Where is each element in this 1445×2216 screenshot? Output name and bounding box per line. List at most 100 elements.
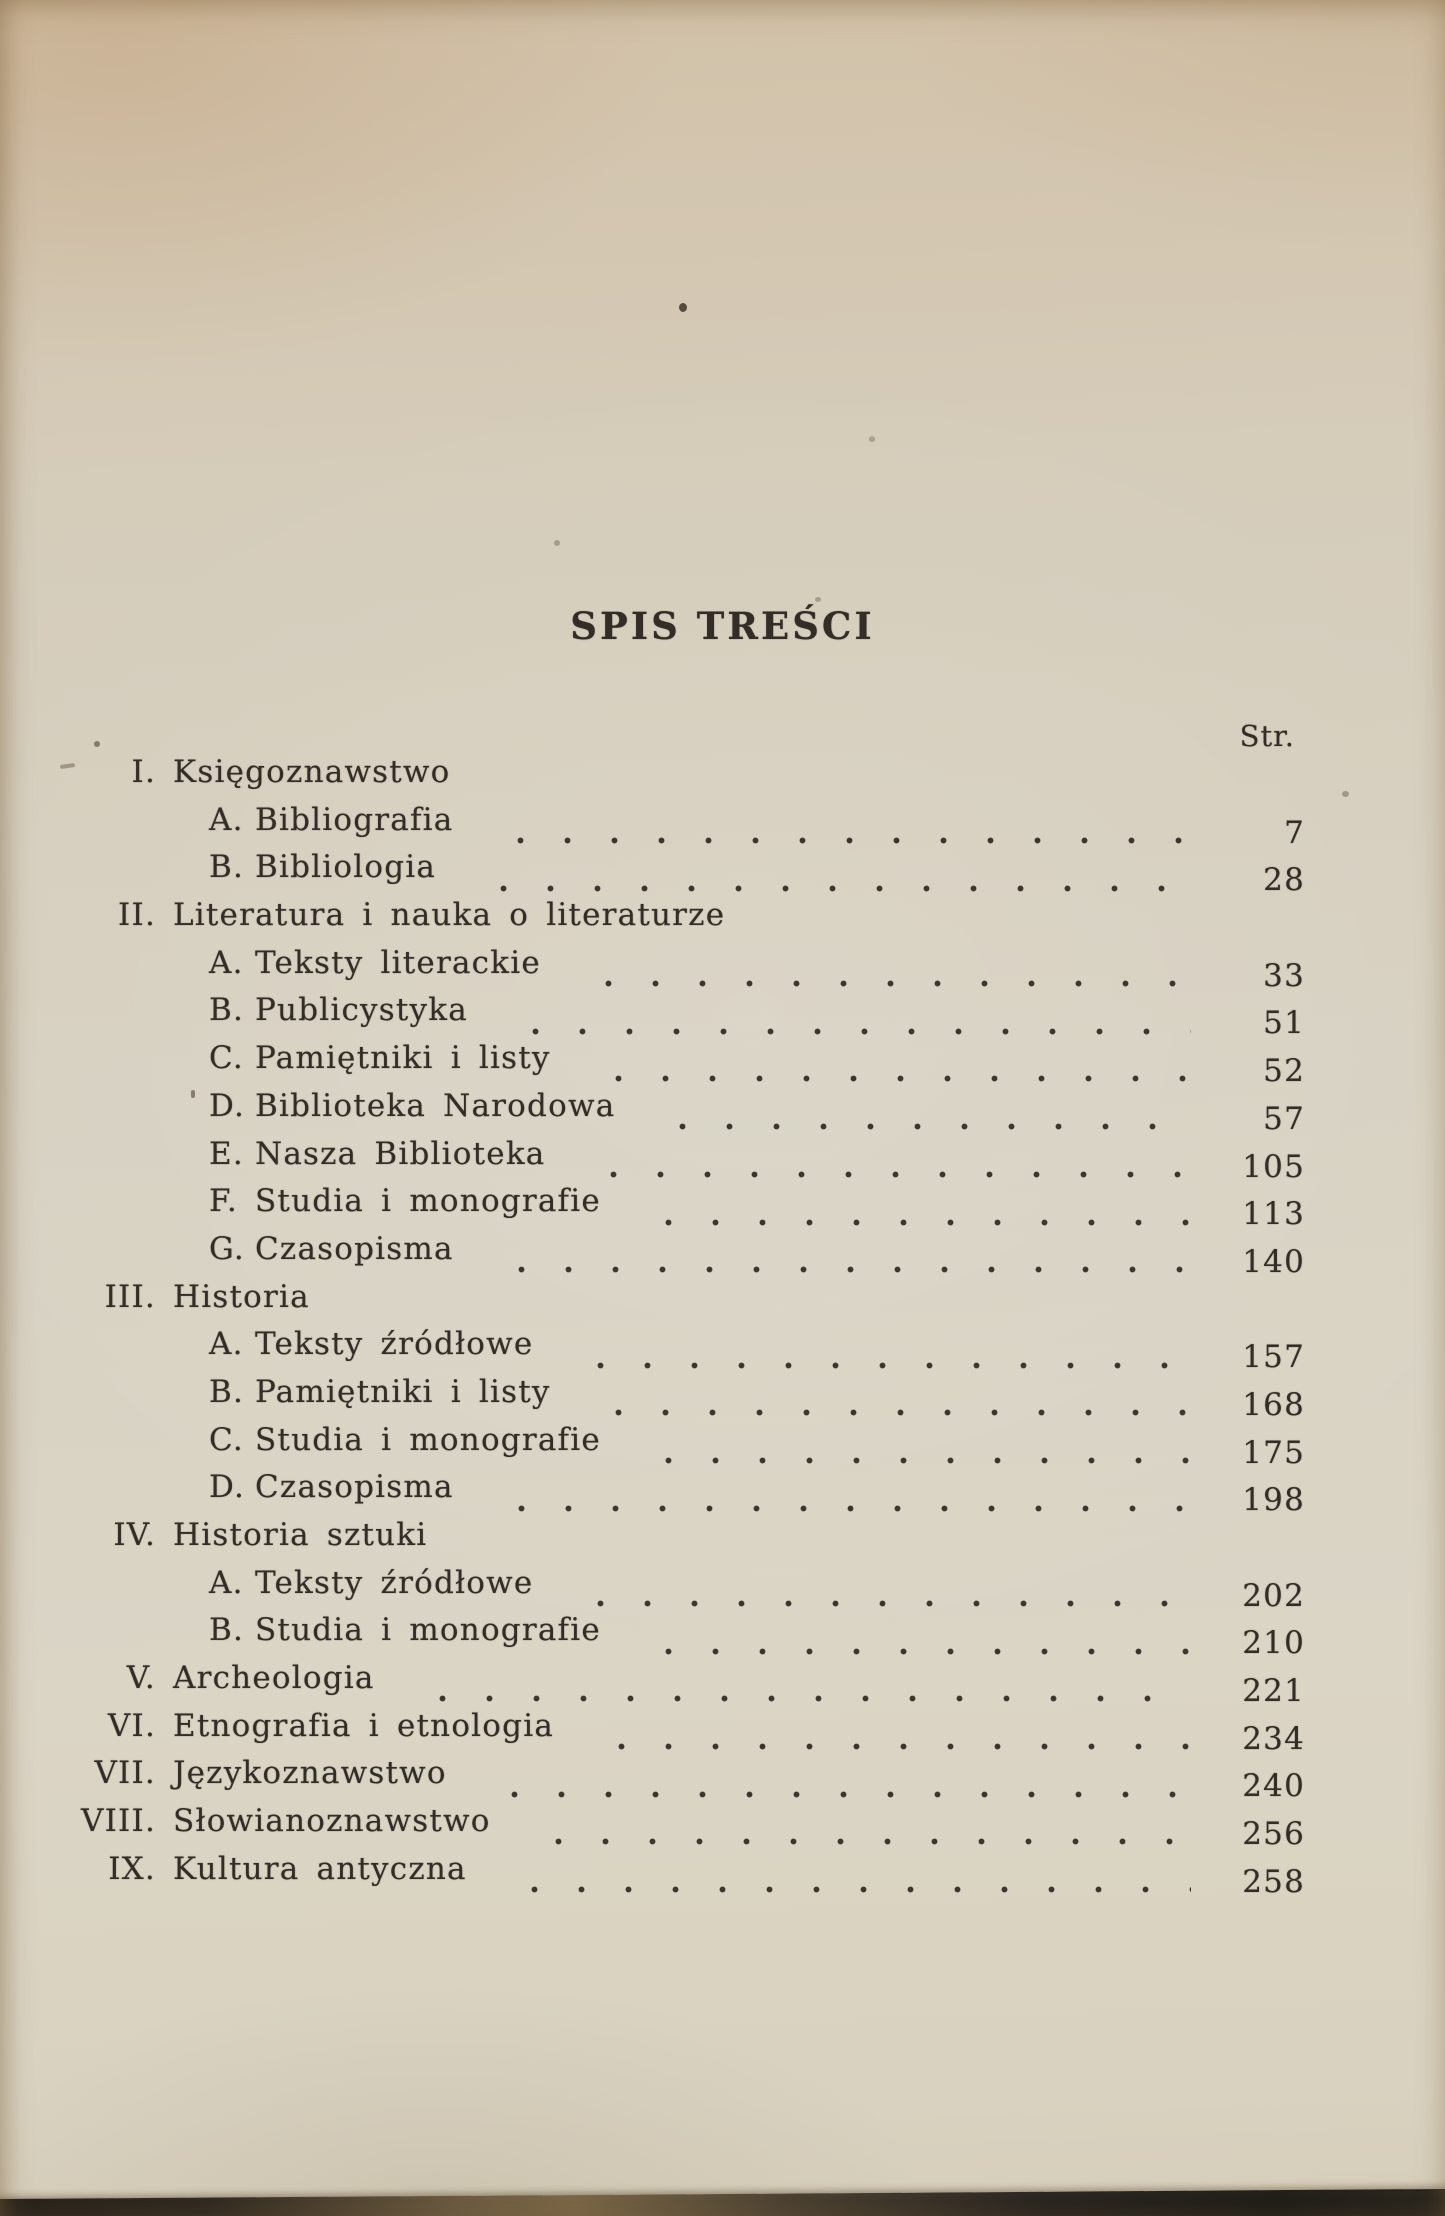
dot-leader <box>577 1599 1191 1608</box>
dot-leader <box>497 1504 1191 1513</box>
dot-leader <box>577 1361 1191 1370</box>
toc-roman-numeral: II. <box>118 897 156 934</box>
dot-leader <box>511 1027 1191 1036</box>
dot-leader <box>490 1790 1191 1799</box>
toc-letter: B. <box>209 1373 245 1410</box>
toc-letter: B. <box>209 849 245 886</box>
toc-page-number: 240 <box>1242 1768 1305 1805</box>
toc-page-number: 157 <box>1242 1339 1305 1376</box>
toc-row: I. Księgoznawstwo <box>0 754 1305 802</box>
dot-leader <box>510 1885 1191 1894</box>
toc-row: D. Czasopisma 198 <box>0 1469 1305 1519</box>
dot-leader <box>644 1218 1191 1227</box>
toc-label: Studia i monografie <box>255 1421 601 1458</box>
toc-roman-numeral: VII. <box>94 1755 156 1792</box>
toc-row: C. Studia i monografie 175 <box>0 1421 1305 1471</box>
toc-letter: C. <box>209 1040 244 1077</box>
toc-letter: B. <box>209 1612 245 1649</box>
ink-speck <box>815 597 821 602</box>
toc-page-number: 113 <box>1242 1196 1305 1233</box>
toc-row: III. Historia <box>0 1279 1305 1327</box>
dot-leader <box>418 1694 1191 1703</box>
dot-leader <box>497 1265 1191 1274</box>
toc-label: Słowianoznawstwo <box>173 1803 491 1840</box>
toc-row: D. Biblioteka Narodowa 57 <box>0 1087 1305 1137</box>
toc-label: Literatura i nauka o literaturze <box>173 897 726 934</box>
toc-letter: A. <box>209 1564 244 1601</box>
toc-row: B. Bibliologia 28 <box>0 849 1305 899</box>
toc-page-number: 258 <box>1242 1863 1305 1900</box>
toc-row: B. Publicystyka 51 <box>0 992 1305 1042</box>
ink-speck <box>1342 791 1349 797</box>
toc-row: VII. Językoznawstwo 240 <box>0 1755 1305 1805</box>
toc-row: VI. Etnografia i etnologia 234 <box>0 1707 1305 1757</box>
toc-roman-numeral: III. <box>104 1278 156 1315</box>
toc-page-number: 175 <box>1242 1434 1305 1471</box>
toc-page-number: 33 <box>1263 957 1305 994</box>
toc-label: Czasopisma <box>255 1469 454 1506</box>
toc-letter: B. <box>209 992 245 1029</box>
toc-page-number: 105 <box>1242 1148 1305 1185</box>
toc-roman-numeral: VIII. <box>81 1803 156 1840</box>
toc-label: Bibliografia <box>255 801 454 838</box>
dot-leader <box>589 1170 1191 1179</box>
toc-label: Kultura antyczna <box>173 1850 467 1887</box>
page-bottom-scan-edge <box>0 2188 1445 2216</box>
toc-row: G. Czasopisma 140 <box>0 1231 1305 1280</box>
dot-leader <box>594 1074 1191 1083</box>
toc-page-number: 202 <box>1242 1577 1305 1614</box>
toc-page-number: 7 <box>1284 814 1305 851</box>
toc-letter: A. <box>209 801 244 838</box>
toc-row: E. Nasza Biblioteka 105 <box>0 1136 1305 1185</box>
toc-row: F. Studia i monografie 113 <box>0 1183 1305 1233</box>
toc-page-number: 210 <box>1242 1625 1305 1662</box>
dot-leader <box>594 1408 1191 1417</box>
toc-list: I. Księgoznawstwo A. Bibliografia 7 B. B… <box>0 754 1445 1900</box>
page-title: SPIS TREŚCI <box>570 604 875 648</box>
toc-page-number: 221 <box>1242 1673 1305 1710</box>
toc-label: Biblioteka Narodowa <box>255 1087 616 1124</box>
toc-page-number: 52 <box>1263 1053 1305 1090</box>
toc-letter: A. <box>209 944 244 981</box>
toc-page-number: 51 <box>1263 1005 1305 1042</box>
toc-letter: C. <box>209 1421 244 1458</box>
toc-label: Pamiętniki i listy <box>255 1040 551 1077</box>
toc-row: A. Teksty źródłowe 202 <box>0 1564 1305 1614</box>
toc-page-number: 140 <box>1242 1243 1305 1280</box>
toc-page-number: 28 <box>1263 862 1305 899</box>
toc-row: V. Archeologia 221 <box>0 1660 1305 1710</box>
toc-row: B. Studia i monografie 210 <box>0 1612 1305 1662</box>
toc-label: Etnografia i etnologia <box>173 1707 555 1744</box>
toc-page-number: 168 <box>1242 1386 1305 1423</box>
toc-roman-numeral: VI. <box>107 1707 156 1744</box>
toc-row: A. Teksty literackie 33 <box>0 944 1305 994</box>
toc-label: Archeologia <box>173 1660 375 1697</box>
toc-letter: A. <box>209 1326 244 1363</box>
dot-leader <box>659 1122 1191 1131</box>
toc-roman-numeral: I. <box>131 754 156 790</box>
ink-speck <box>554 540 560 546</box>
toc-roman-numeral: V. <box>126 1660 156 1697</box>
dot-leader <box>598 1742 1191 1751</box>
toc-label: Historia <box>173 1278 310 1315</box>
dot-leader <box>480 884 1191 893</box>
dot-leader <box>644 1647 1191 1656</box>
toc-page-number: 234 <box>1242 1720 1305 1757</box>
toc-letter: F. <box>209 1183 238 1220</box>
toc-label: Księgoznawstwo <box>173 754 451 790</box>
toc-row: IX. Kultura antyczna 258 <box>0 1850 1305 1900</box>
toc-page-number: 198 <box>1242 1482 1305 1519</box>
toc-row: A. Bibliografia 7 <box>0 801 1305 851</box>
toc-roman-numeral: IV. <box>113 1517 156 1553</box>
dot-leader <box>497 836 1191 845</box>
toc-label: Studia i monografie <box>255 1183 601 1220</box>
dot-leader <box>584 979 1191 988</box>
toc-row: A. Teksty źródłowe 157 <box>0 1326 1305 1376</box>
toc-page-number: 256 <box>1242 1816 1305 1853</box>
toc-letter: D. <box>209 1087 246 1124</box>
toc-label: Bibliologia <box>255 849 437 886</box>
toc-letter: D. <box>209 1469 246 1506</box>
ink-speck <box>679 303 687 312</box>
toc-label: Teksty literackie <box>255 944 541 981</box>
